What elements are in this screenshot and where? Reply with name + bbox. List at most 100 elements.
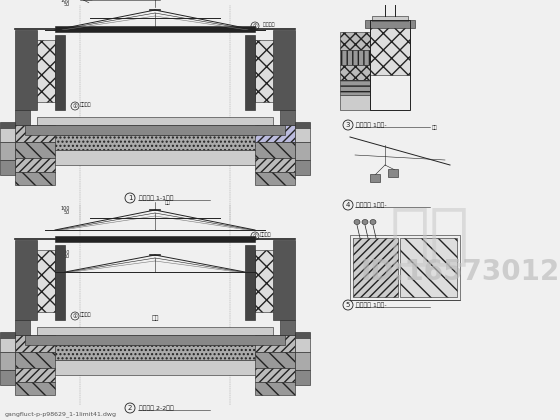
- Text: 屋顶层剂 1剪面-: 屋顶层剂 1剪面-: [356, 202, 386, 208]
- Bar: [55, 236, 255, 242]
- Bar: [15, 172, 55, 185]
- Bar: [273, 30, 295, 110]
- Bar: [372, 16, 408, 21]
- Bar: [370, 174, 380, 182]
- Bar: [370, 20, 410, 110]
- Text: gangfluct-p-p98629_1-1limit41.dwg: gangfluct-p-p98629_1-1limit41.dwg: [5, 411, 117, 417]
- Text: ①: ①: [253, 234, 258, 239]
- Bar: [0, 142, 15, 160]
- Bar: [15, 158, 55, 172]
- Text: 知未: 知未: [390, 202, 470, 268]
- Bar: [353, 238, 398, 297]
- Text: 50: 50: [64, 255, 70, 260]
- Bar: [340, 32, 370, 50]
- Bar: [350, 235, 460, 300]
- Bar: [15, 30, 37, 110]
- Bar: [15, 142, 55, 158]
- Text: ①: ①: [73, 103, 77, 108]
- Bar: [400, 238, 457, 297]
- Text: 5: 5: [346, 302, 350, 308]
- Bar: [0, 128, 15, 142]
- Bar: [0, 332, 15, 338]
- Bar: [255, 352, 295, 368]
- Bar: [37, 327, 273, 335]
- Text: 50: 50: [64, 2, 70, 6]
- Bar: [255, 158, 295, 172]
- Text: 比例: 比例: [165, 200, 171, 205]
- Bar: [295, 352, 310, 370]
- Text: ①: ①: [253, 24, 258, 29]
- Ellipse shape: [362, 220, 368, 225]
- Bar: [273, 240, 295, 320]
- Bar: [15, 125, 55, 142]
- Text: 3: 3: [346, 122, 350, 128]
- Text: 知未面积: 知未面积: [80, 102, 91, 107]
- Bar: [280, 110, 295, 125]
- Bar: [15, 135, 295, 150]
- Bar: [280, 320, 295, 335]
- Bar: [340, 65, 370, 80]
- Bar: [255, 142, 295, 158]
- Bar: [245, 35, 255, 110]
- Bar: [340, 80, 370, 95]
- Bar: [15, 345, 295, 360]
- Bar: [55, 245, 65, 320]
- Bar: [10, 360, 300, 375]
- Text: 知未面积: 知未面积: [260, 232, 272, 237]
- Bar: [388, 169, 398, 177]
- Bar: [0, 338, 15, 352]
- Text: 屋顶层剂 1剪面-: 屋顶层剂 1剪面-: [356, 302, 386, 308]
- Text: 屋顶层剂 1-1剪面: 屋顶层剂 1-1剪面: [139, 195, 174, 201]
- Bar: [15, 352, 55, 368]
- Bar: [15, 382, 55, 395]
- Bar: [295, 128, 310, 142]
- Text: 比例: 比例: [432, 125, 438, 130]
- Bar: [15, 240, 37, 320]
- Text: ID:165730121: ID:165730121: [361, 258, 560, 286]
- Bar: [255, 125, 295, 142]
- Bar: [295, 160, 310, 175]
- Bar: [255, 172, 295, 185]
- Bar: [25, 335, 285, 345]
- Bar: [295, 122, 310, 128]
- Text: ①: ①: [73, 313, 77, 318]
- Bar: [37, 250, 55, 312]
- Bar: [10, 150, 300, 165]
- Text: 梁柱: 梁柱: [151, 315, 158, 321]
- Ellipse shape: [354, 220, 360, 225]
- Text: 4: 4: [346, 202, 350, 208]
- Bar: [37, 40, 55, 102]
- Bar: [15, 110, 30, 125]
- Bar: [295, 370, 310, 385]
- Bar: [340, 95, 370, 110]
- Bar: [295, 142, 310, 160]
- Bar: [0, 122, 15, 128]
- Bar: [255, 368, 295, 382]
- Bar: [15, 320, 30, 335]
- Text: 知未面积: 知未面积: [260, 22, 274, 27]
- Bar: [15, 368, 55, 382]
- Text: 100: 100: [60, 0, 70, 3]
- Text: 100: 100: [60, 205, 70, 210]
- Text: 1: 1: [128, 195, 132, 201]
- Bar: [295, 332, 310, 338]
- Bar: [255, 382, 295, 395]
- Text: 知未面积: 知未面积: [80, 312, 91, 317]
- Bar: [0, 160, 15, 175]
- Text: 50: 50: [64, 210, 70, 215]
- Bar: [255, 250, 273, 312]
- Bar: [340, 50, 370, 65]
- Bar: [370, 20, 410, 75]
- Bar: [0, 370, 15, 385]
- Bar: [25, 125, 285, 135]
- Bar: [295, 338, 310, 352]
- Ellipse shape: [370, 220, 376, 225]
- Text: 100: 100: [60, 250, 70, 255]
- Bar: [255, 335, 295, 352]
- Text: 2: 2: [128, 405, 132, 411]
- Bar: [255, 40, 273, 102]
- Bar: [55, 35, 65, 110]
- Bar: [245, 245, 255, 320]
- Bar: [55, 26, 255, 32]
- Text: 屋顶层剂 2-2剪面: 屋顶层剂 2-2剪面: [139, 405, 174, 411]
